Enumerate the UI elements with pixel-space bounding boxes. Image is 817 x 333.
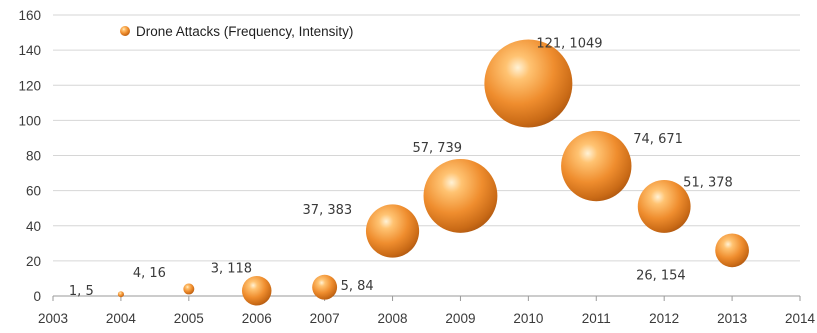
y-tick-label: 160: [18, 8, 41, 23]
bubble-2004: [117, 291, 124, 298]
data-label: 26, 154: [636, 268, 686, 283]
y-tick-label: 60: [26, 184, 41, 199]
data-label: 3, 118: [211, 262, 252, 277]
legend-label: Drone Attacks (Frequency, Intensity): [136, 24, 353, 39]
data-label: 74, 671: [633, 132, 683, 147]
bubble-2013: [715, 233, 749, 268]
bubble-2011: [561, 130, 632, 202]
x-tick-label: 2006: [242, 311, 272, 326]
data-label: 51, 378: [683, 175, 733, 190]
data-label: 37, 383: [303, 203, 353, 218]
x-tick-label: 2005: [174, 311, 204, 326]
y-tick-label: 40: [26, 219, 41, 234]
x-tick-label: 2009: [445, 311, 475, 326]
y-tick-label: 20: [26, 254, 41, 269]
data-labels: 1, 5 4, 16 3, 118 5, 84 37, 383 57, 739 121, 1…: [69, 36, 733, 299]
bubble-2010: [484, 39, 573, 128]
gridlines: [53, 14, 800, 262]
x-tick-label: 2010: [513, 311, 543, 326]
bubble-2008: [365, 204, 420, 258]
legend: Drone Attacks (Frequency, Intensity): [120, 24, 353, 39]
y-tick-label: 120: [18, 78, 41, 93]
data-label: 1, 5: [69, 284, 94, 299]
y-tick-label: 80: [26, 149, 41, 164]
x-tick-label: 2007: [310, 311, 340, 326]
x-tick-label: 2014: [785, 311, 816, 326]
y-tick-label: 0: [33, 289, 41, 304]
bubble-2012: [637, 180, 691, 233]
data-label: 121, 1049: [536, 36, 602, 51]
bubbles: [117, 39, 749, 306]
data-label: 5, 84: [341, 279, 374, 294]
x-tick-label: 2011: [582, 311, 611, 326]
bubble-2005: [183, 283, 195, 295]
bubble-2009: [423, 158, 498, 233]
data-label: 57, 739: [412, 141, 462, 156]
y-tick-label: 100: [18, 113, 41, 128]
x-tick-label: 2008: [378, 311, 408, 326]
axes: 0 20 40 60 80 100 120 140 160 2003 2004 2005 2006 200…: [18, 8, 815, 326]
x-tick-label: 2013: [717, 311, 747, 326]
x-tick-label: 2012: [649, 311, 679, 326]
bubble-2006: [241, 275, 272, 306]
legend-marker: [120, 26, 130, 36]
x-tick-label: 2003: [38, 311, 68, 326]
data-label: 4, 16: [133, 266, 166, 281]
y-tick-label: 140: [18, 43, 41, 58]
x-tick-label: 2004: [106, 311, 137, 326]
bubble-2007: [312, 274, 338, 300]
